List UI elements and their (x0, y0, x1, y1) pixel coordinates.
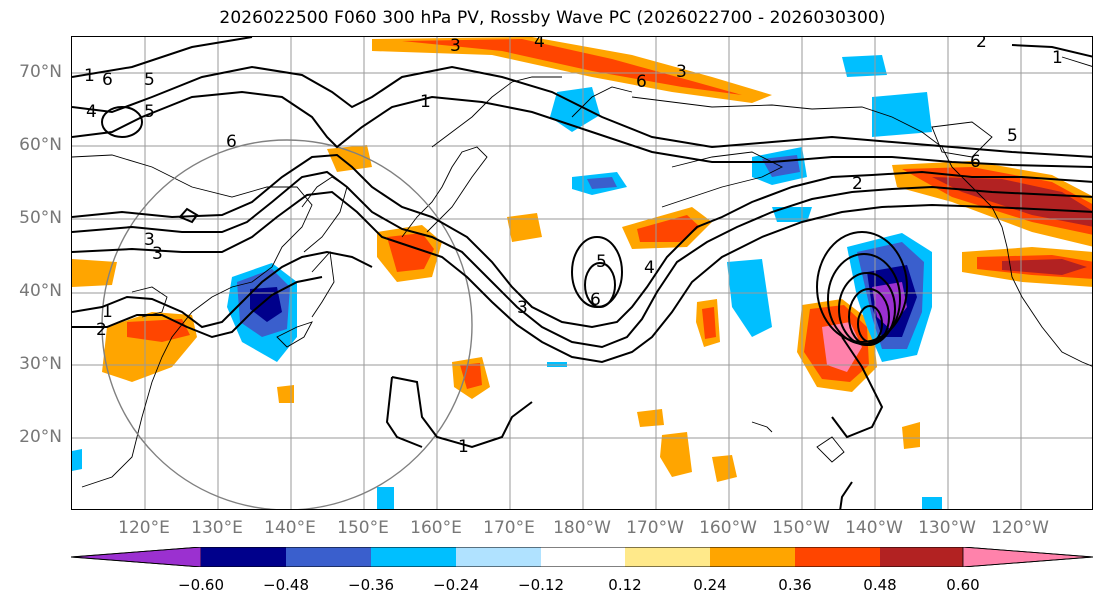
contour-label: 6 (970, 152, 981, 172)
colorbar-extend-max (962, 547, 1093, 567)
anomaly-blob (460, 363, 482, 389)
anomaly-blob (127, 319, 190, 342)
anomaly-blob (372, 37, 772, 103)
colorbar-segment (625, 547, 710, 567)
anomaly-blob (712, 455, 737, 482)
anomaly-blob (702, 307, 716, 339)
contour-label: 4 (534, 37, 545, 52)
anomaly-blob (277, 385, 294, 403)
anomaly-blob (842, 55, 887, 77)
contour-label: 3 (450, 37, 461, 56)
colorbar-segment (541, 547, 625, 567)
anomaly-blob (587, 177, 617, 189)
colorbar-tick-label: 0.60 (946, 576, 980, 594)
anomaly-blob (660, 432, 692, 477)
contour-label: 3 (152, 244, 163, 264)
anomaly-blob (402, 39, 742, 95)
contour-label: 5 (144, 70, 155, 90)
contour-label: 6 (226, 132, 237, 152)
contour-labels: 1 6 5 4 6 3 4 3 1 2 1 5 3 3 4 5 6 3 1 2 … (84, 37, 1063, 457)
contour-label: 2 (96, 320, 107, 340)
colorbar-tick-label: −0.24 (433, 576, 479, 594)
contour-label: 5 (1007, 126, 1018, 146)
contour-label: 1 (458, 437, 469, 457)
anomaly-blob (902, 422, 920, 449)
chart-title: 2026022500 F060 300 hPa PV, Rossby Wave … (219, 8, 886, 28)
colorbar (71, 547, 1093, 567)
colorbar-segment (880, 547, 963, 567)
lon-label: 160°W (699, 518, 757, 538)
anomaly-blob (72, 449, 82, 471)
contour-label: 6 (590, 290, 601, 310)
lon-label: 160°E (410, 518, 462, 538)
contour-label: 2 (852, 174, 863, 194)
pv-contours (72, 37, 1092, 509)
colorbar-segment (795, 547, 880, 567)
contour-label: 4 (644, 258, 655, 278)
anomaly-blob (822, 322, 862, 372)
anomaly-blob (872, 92, 932, 137)
graticule (72, 37, 1092, 509)
contour-label: 1 (1052, 48, 1063, 68)
colorbar-segment (201, 547, 286, 567)
contour-label: 5 (144, 102, 155, 122)
lon-label: 150°E (337, 518, 389, 538)
anomaly-blob (727, 259, 772, 337)
colorbar-extend-min (71, 547, 202, 567)
anomaly-blob (637, 409, 664, 427)
colorbar-tick-label: 0.36 (778, 576, 812, 594)
pv-anomaly-shading (72, 37, 1092, 509)
map-svg: 1 6 5 4 6 3 4 3 1 2 1 5 3 3 4 5 6 3 1 2 … (72, 37, 1092, 509)
contour-label: 1 (102, 302, 113, 322)
lon-label: 170°W (626, 518, 684, 538)
lon-label: 120°E (118, 518, 170, 538)
lon-label: 130°E (191, 518, 243, 538)
lat-label: 60°N (19, 135, 62, 155)
contour-label: 1 (420, 92, 431, 112)
colorbar-tick-label: 0.12 (608, 576, 642, 594)
anomaly-blob (1002, 259, 1087, 275)
lat-label: 50°N (19, 208, 62, 228)
lon-label: 140°W (845, 518, 903, 538)
contour-label: 2 (976, 37, 987, 52)
contour-label: 3 (144, 230, 155, 250)
colorbar-segment (710, 547, 795, 567)
anomaly-blob (922, 497, 942, 509)
lon-label: 170°E (483, 518, 535, 538)
anomaly-blob (377, 487, 394, 509)
lon-label: 140°E (264, 518, 316, 538)
contour-label: 5 (596, 252, 607, 272)
map-panel: 1 6 5 4 6 3 4 3 1 2 1 5 3 3 4 5 6 3 1 2 … (71, 36, 1093, 510)
colorbar-segment (456, 547, 541, 567)
lon-label: 180°W (553, 518, 611, 538)
lon-label: 120°W (991, 518, 1049, 538)
contour-label: 4 (86, 102, 97, 122)
colorbar-segment (371, 547, 456, 567)
anomaly-blob (637, 215, 700, 242)
anomaly-blob (72, 259, 117, 287)
radius-circle (101, 139, 473, 509)
anomaly-blob (250, 287, 282, 322)
colorbar-tick-label: −0.60 (178, 576, 224, 594)
contour-label: 6 (636, 72, 647, 92)
colorbar-tick-label: −0.48 (263, 576, 309, 594)
coastlines (72, 56, 1092, 488)
colorbar-segment (286, 547, 371, 567)
lon-label: 130°W (918, 518, 976, 538)
anomaly-blob (507, 213, 542, 242)
lat-label: 30°N (19, 354, 62, 374)
contour-label: 3 (517, 298, 528, 318)
lat-label: 70°N (19, 62, 62, 82)
colorbar-tick-label: 0.48 (863, 576, 897, 594)
anomaly-blob (327, 145, 372, 172)
contour-label: 1 (84, 66, 95, 86)
colorbar-tick-label: −0.12 (518, 576, 564, 594)
lon-label: 150°W (772, 518, 830, 538)
colorbar-tick-label: 0.24 (693, 576, 727, 594)
colorbar-tick-label: −0.36 (348, 576, 394, 594)
lat-label: 40°N (19, 281, 62, 301)
contour-label: 6 (102, 70, 113, 90)
contour-label: 3 (676, 62, 687, 82)
lat-label: 20°N (19, 427, 62, 447)
